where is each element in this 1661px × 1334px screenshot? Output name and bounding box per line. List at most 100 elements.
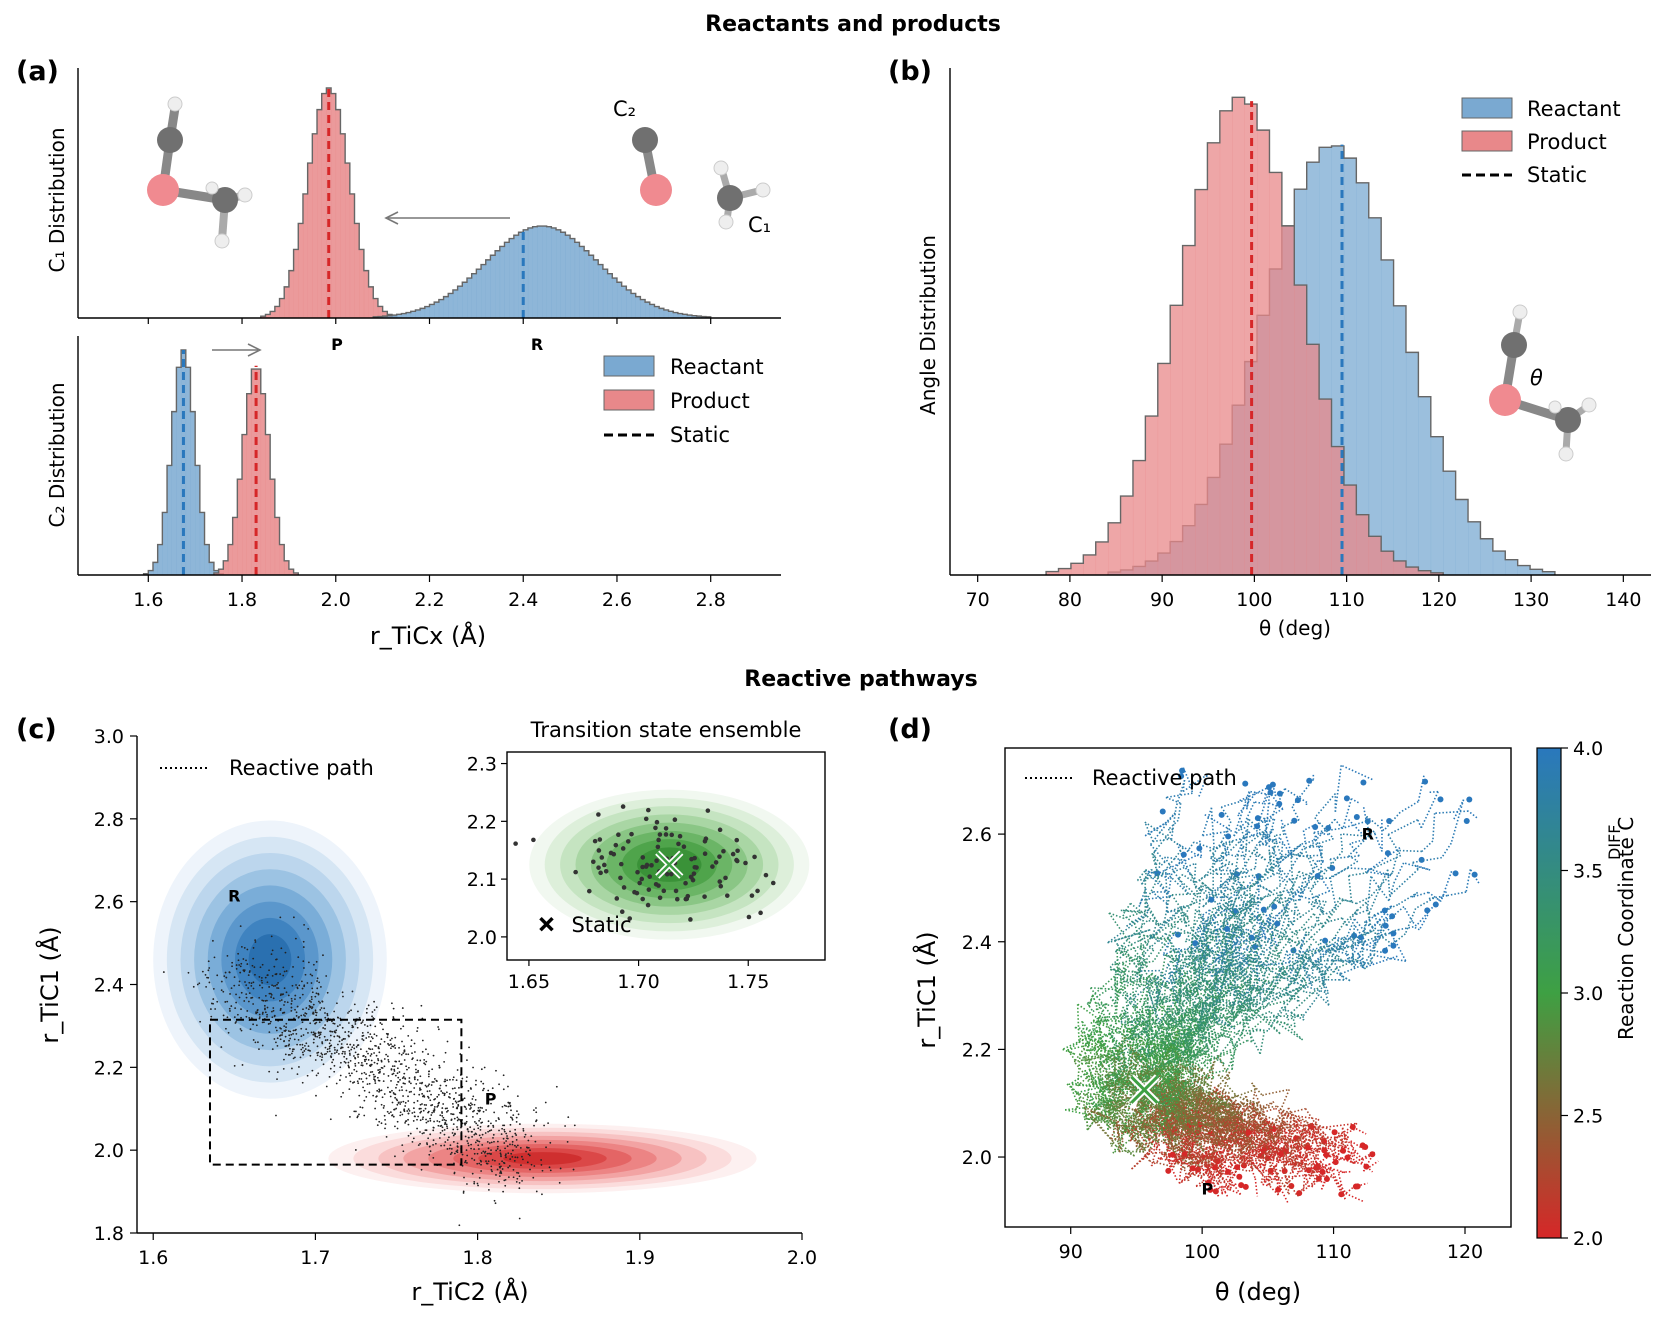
reactive-point	[374, 1044, 376, 1047]
reactive-point	[343, 1055, 346, 1058]
reactive-point	[430, 1084, 433, 1086]
reactive-path-segment	[1144, 869, 1147, 893]
reactive-path-segment	[1145, 1031, 1150, 1060]
reactive-point	[449, 1153, 452, 1156]
reactive-path-segment	[1069, 1085, 1078, 1102]
reactive-point	[467, 1130, 470, 1133]
reactive-path-segment	[1192, 967, 1207, 976]
reactive-point	[441, 1126, 444, 1129]
reactive-point	[515, 1134, 518, 1136]
reactive-point	[316, 1045, 319, 1048]
reactive-path-segment	[1285, 1123, 1313, 1127]
reactive-point	[288, 1043, 291, 1046]
reactive-point	[256, 1009, 259, 1012]
reactive-point	[403, 1045, 406, 1048]
ts-point	[599, 855, 605, 860]
reactive-path-segment	[1210, 807, 1215, 850]
reactive-path-segment	[1247, 912, 1262, 947]
reactive-point	[354, 1023, 357, 1025]
reactive-path-segment	[1268, 1159, 1289, 1186]
reactive-path-segment	[1129, 1050, 1156, 1056]
reactive-path-segment	[1311, 895, 1319, 910]
reactive-point	[243, 946, 246, 949]
tick-label: 100	[1236, 589, 1272, 611]
reactive-point	[280, 947, 283, 950]
reactive-point	[283, 970, 286, 973]
reactive-path-segment	[1169, 955, 1204, 963]
reactive-point	[393, 1068, 396, 1071]
reactive-path-segment	[1269, 933, 1285, 970]
reactive-point	[410, 1090, 412, 1093]
reactive-path-segment	[1262, 963, 1272, 977]
reactive-path-segment	[1329, 917, 1343, 923]
reactive-path-segment	[1226, 972, 1241, 979]
reactive-point	[437, 1028, 440, 1031]
reactive-path-segment	[1244, 1121, 1274, 1129]
reactive-point	[446, 1127, 449, 1130]
reactive-path-segment	[1301, 926, 1324, 947]
reactive-point	[339, 1074, 342, 1077]
reactive-point	[411, 1112, 414, 1114]
hist-reactant-bar	[162, 512, 168, 575]
reactive-path-segment	[1074, 1096, 1082, 1111]
hist-reactant-bar	[635, 296, 641, 318]
reactive-point	[456, 1119, 459, 1122]
tick-label: 90	[1150, 589, 1174, 611]
reactive-point	[506, 1137, 508, 1140]
reactive-path-segment	[1314, 793, 1336, 819]
reactive-path-segment	[1232, 1009, 1260, 1028]
reactive-path-segment	[1138, 973, 1153, 1021]
reactive-path-segment	[1118, 1124, 1130, 1135]
reactive-path-segment	[1137, 1110, 1143, 1116]
reactive-point	[504, 1178, 507, 1181]
reactive-path-segment	[1122, 1071, 1154, 1086]
reactive-point	[380, 1122, 383, 1125]
hist-reactant-bar	[481, 264, 487, 318]
reactive-point	[254, 941, 257, 943]
panel-c-xlabel: r_TiC2 (Å)	[411, 1277, 528, 1306]
reactive-point	[490, 1122, 492, 1125]
reactive-path-segment	[1170, 1046, 1185, 1057]
reactive-path-segment	[1144, 1115, 1153, 1133]
reactive-point	[453, 1117, 456, 1120]
panel-a-x-ticks: 1.6 1.8 2.0 2.2 2.4 2.6 2.8	[133, 575, 726, 611]
static-marker	[539, 916, 554, 932]
reactive-path-segment	[1240, 978, 1251, 990]
reactive-point	[479, 1106, 482, 1109]
tick-label: 2.3	[467, 754, 497, 776]
reactive-path-segment	[1214, 1084, 1220, 1101]
reactive-point	[421, 1132, 424, 1135]
hist-product-bar	[237, 479, 243, 575]
reactive-path-segment	[1126, 914, 1148, 927]
reactive-point	[254, 1041, 257, 1044]
reactive-point	[373, 1000, 375, 1003]
tick-label: 1.8	[94, 1223, 124, 1245]
hist-product-bar	[288, 569, 294, 575]
reactive-point	[480, 1170, 483, 1172]
reactive-point	[274, 984, 277, 987]
reactive-point	[528, 1154, 531, 1157]
reactive-path-segment	[1222, 896, 1244, 905]
reactive-point	[443, 1123, 446, 1126]
reactive-point	[341, 1026, 344, 1029]
reactive-path-segment	[1194, 959, 1229, 1008]
reactive-point	[522, 1129, 525, 1132]
reactive-path-segment	[1291, 778, 1315, 808]
reactive-path-segment	[1064, 1109, 1088, 1116]
reactive-path-segment	[1286, 950, 1292, 974]
reactive-point	[501, 1168, 504, 1170]
reactive-point	[388, 1044, 391, 1046]
hist-product-bar	[1269, 172, 1283, 575]
reactive-point	[493, 1199, 496, 1202]
reactive-point	[273, 1014, 276, 1017]
reactive-point	[458, 1086, 460, 1089]
reactive-point	[373, 1079, 376, 1081]
reactive-path-segment	[1347, 875, 1353, 902]
reactive-point	[418, 1093, 421, 1096]
reactive-point	[318, 1034, 321, 1037]
reactive-path-segment	[1326, 929, 1375, 952]
reactive-point	[378, 1088, 381, 1091]
hist-product-bar	[1430, 572, 1444, 575]
reactive-path-segment	[1283, 1002, 1289, 1020]
ts-point	[669, 832, 675, 838]
